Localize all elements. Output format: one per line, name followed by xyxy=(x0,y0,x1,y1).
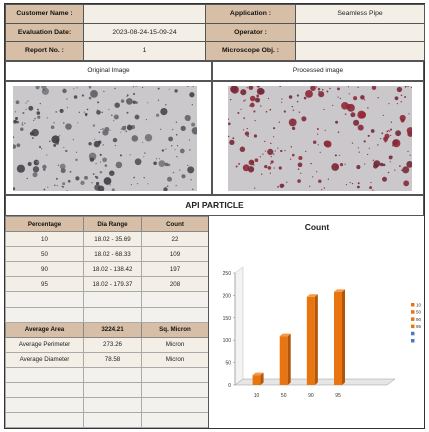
row-dia-range: 18.02 - 35.69 xyxy=(83,231,142,248)
legend-label: 95 xyxy=(416,324,422,329)
microscope-obj-value xyxy=(295,41,425,61)
header-percentage: Percentage xyxy=(5,215,84,233)
table-row: 90 18.02 - 138.42 197 xyxy=(5,261,209,278)
blank-row xyxy=(5,306,209,323)
original-image-caption: Original Image xyxy=(5,61,212,81)
header-count: Count xyxy=(141,215,209,233)
row-count: 109 xyxy=(141,246,209,263)
report-no-value: 1 xyxy=(83,41,206,61)
y-tick-label: 200 xyxy=(223,293,232,299)
x-tick-label: 90 xyxy=(308,393,314,399)
processed-micrograph-image xyxy=(228,86,412,191)
legend-swatch xyxy=(411,310,415,314)
blank-row xyxy=(5,366,209,384)
bar xyxy=(334,289,345,385)
processed-image-panel xyxy=(212,81,424,195)
y-tick-label: 100 xyxy=(223,338,232,344)
operator-label: Operator : xyxy=(205,22,296,43)
average-area-unit: Sq. Micron xyxy=(141,321,209,338)
legend-swatch xyxy=(411,324,415,329)
blank-row xyxy=(5,382,209,399)
legend-swatch xyxy=(411,303,415,307)
legend-swatch xyxy=(411,317,415,321)
evaluation-date-value: 2023-08-24-15-09-24 xyxy=(83,22,206,43)
legend-label: 10 xyxy=(416,303,422,308)
average-diameter-label: Average Diameter xyxy=(5,351,84,368)
blank-row xyxy=(5,412,209,429)
report-header-table: Customer Name : Application : Seamless P… xyxy=(5,4,425,61)
x-tick-label: 10 xyxy=(254,393,260,399)
average-diameter-value: 78.58 xyxy=(83,351,142,368)
microscope-obj-label: Microscope Obj. : xyxy=(205,41,296,61)
row-percentage: 90 xyxy=(5,261,84,278)
legend-swatch xyxy=(411,339,415,343)
x-tick-label: 95 xyxy=(335,393,341,399)
row-percentage: 95 xyxy=(5,276,84,293)
bar xyxy=(279,333,291,385)
legend-label: 50 xyxy=(416,310,422,315)
original-micrograph-image xyxy=(13,86,197,191)
legend-swatch xyxy=(411,331,415,336)
row-dia-range: 18.02 - 179.37 xyxy=(83,276,142,293)
blank-row xyxy=(5,397,209,414)
bar xyxy=(306,294,318,385)
header-dia-range: Dia Range xyxy=(83,215,142,233)
average-area-value: 3224.21 xyxy=(83,321,142,338)
application-label: Application : xyxy=(205,4,296,24)
average-perimeter-unit: Micron xyxy=(141,336,209,353)
report-no-label: Report No. : xyxy=(5,41,84,61)
blank-row xyxy=(5,291,209,308)
evaluation-date-label: Evaluation Date: xyxy=(5,22,84,43)
average-area-label: Average Area xyxy=(5,321,84,338)
y-tick-label: 50 xyxy=(225,361,231,367)
x-tick-label: 50 xyxy=(281,393,287,399)
table-row: 10 18.02 - 35.69 22 xyxy=(5,231,209,248)
row-percentage: 50 xyxy=(5,246,84,263)
legend-label: 90 xyxy=(416,317,422,322)
section-title: API PARTICLE xyxy=(5,195,424,216)
count-chart: Count 0 50 100 150 200 250 10 50 90 95 10 50 90 95 xyxy=(208,216,424,428)
processed-image-caption: Processed image xyxy=(212,61,424,81)
chart-title: Count xyxy=(305,222,330,232)
average-perimeter-value: 273.26 xyxy=(83,336,142,353)
row-dia-range: 18.02 - 68.33 xyxy=(83,246,142,263)
row-count: 208 xyxy=(141,276,209,293)
table-row: 50 18.02 - 68.33 109 xyxy=(5,246,209,263)
original-image-panel xyxy=(5,81,212,195)
row-dia-range: 18.02 - 138.42 xyxy=(83,261,142,278)
report-page: Customer Name : Application : Seamless P… xyxy=(4,3,425,429)
bar xyxy=(252,372,264,385)
y-tick-label: 0 xyxy=(228,383,231,389)
row-count: 22 xyxy=(141,231,209,248)
average-perimeter-label: Average Perimeter xyxy=(5,336,84,353)
application-value: Seamless Pipe xyxy=(295,4,425,24)
operator-value xyxy=(295,22,425,43)
customer-name-label: Customer Name : xyxy=(5,4,84,24)
particle-table: Percentage Dia Range Count 10 18.02 - 35… xyxy=(5,215,209,429)
row-percentage: 10 xyxy=(5,231,84,248)
y-tick-label: 150 xyxy=(223,316,232,322)
y-tick-label: 250 xyxy=(223,271,232,277)
count-bar-chart: Count 0 50 100 150 200 250 10 50 90 95 10 50 90 95 xyxy=(223,222,422,399)
customer-name-value xyxy=(83,4,206,24)
average-diameter-unit: Micron xyxy=(141,351,209,368)
table-row: 95 18.02 - 179.37 208 xyxy=(5,276,209,293)
row-count: 197 xyxy=(141,261,209,278)
